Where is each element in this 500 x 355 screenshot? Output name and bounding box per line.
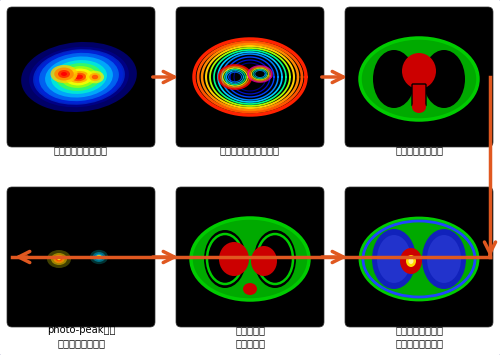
Ellipse shape bbox=[412, 101, 426, 113]
Text: photo-peak画像
心筋＋肝臓の抽出: photo-peak画像 心筋＋肝臓の抽出 bbox=[47, 325, 115, 348]
Ellipse shape bbox=[243, 283, 257, 295]
Ellipse shape bbox=[21, 42, 137, 112]
Ellipse shape bbox=[92, 252, 106, 262]
Ellipse shape bbox=[41, 54, 117, 100]
Ellipse shape bbox=[61, 66, 97, 88]
Ellipse shape bbox=[54, 255, 64, 263]
Ellipse shape bbox=[47, 250, 71, 268]
Text: 心筋＋肝臓
胸椎の貼付: 心筋＋肝臓 胸椎の貼付 bbox=[235, 325, 265, 348]
Ellipse shape bbox=[92, 75, 98, 79]
Ellipse shape bbox=[54, 67, 74, 81]
Ellipse shape bbox=[72, 73, 86, 81]
Ellipse shape bbox=[423, 50, 465, 108]
FancyBboxPatch shape bbox=[176, 187, 324, 327]
Ellipse shape bbox=[204, 230, 246, 288]
Ellipse shape bbox=[35, 50, 123, 104]
Ellipse shape bbox=[45, 56, 113, 98]
Ellipse shape bbox=[402, 53, 436, 89]
Ellipse shape bbox=[56, 257, 62, 261]
Ellipse shape bbox=[58, 258, 60, 260]
Ellipse shape bbox=[98, 256, 100, 258]
Ellipse shape bbox=[422, 229, 466, 289]
FancyBboxPatch shape bbox=[7, 7, 155, 147]
Ellipse shape bbox=[360, 38, 478, 120]
Ellipse shape bbox=[51, 253, 67, 265]
Ellipse shape bbox=[372, 229, 416, 289]
Ellipse shape bbox=[377, 235, 411, 283]
Ellipse shape bbox=[61, 72, 67, 76]
Ellipse shape bbox=[75, 75, 83, 80]
Ellipse shape bbox=[191, 218, 309, 300]
Text: モデル縦隔の貼付: モデル縦隔の貼付 bbox=[395, 145, 443, 155]
Ellipse shape bbox=[47, 58, 111, 96]
Ellipse shape bbox=[86, 71, 104, 83]
Ellipse shape bbox=[406, 255, 416, 267]
Ellipse shape bbox=[408, 258, 414, 264]
Ellipse shape bbox=[254, 230, 296, 288]
Ellipse shape bbox=[51, 60, 107, 94]
Ellipse shape bbox=[39, 53, 119, 101]
Ellipse shape bbox=[90, 250, 108, 264]
Ellipse shape bbox=[69, 71, 89, 83]
Ellipse shape bbox=[427, 235, 461, 283]
FancyBboxPatch shape bbox=[412, 84, 426, 106]
Ellipse shape bbox=[29, 47, 129, 107]
Ellipse shape bbox=[219, 242, 249, 276]
Ellipse shape bbox=[96, 255, 102, 259]
FancyBboxPatch shape bbox=[345, 187, 493, 327]
Ellipse shape bbox=[65, 69, 93, 86]
Ellipse shape bbox=[50, 65, 78, 83]
FancyBboxPatch shape bbox=[345, 7, 493, 147]
Ellipse shape bbox=[89, 73, 101, 81]
Ellipse shape bbox=[33, 49, 125, 105]
Text: 各部位に減弱係数
の割付＋ボケ関数: 各部位に減弱係数 の割付＋ボケ関数 bbox=[395, 325, 443, 348]
Ellipse shape bbox=[56, 63, 102, 91]
Ellipse shape bbox=[360, 218, 478, 300]
Ellipse shape bbox=[400, 248, 422, 274]
Text: 体輪郭・肺外縁の抽出: 体輪郭・肺外縁の抽出 bbox=[220, 145, 280, 155]
Ellipse shape bbox=[251, 246, 277, 276]
FancyBboxPatch shape bbox=[176, 7, 324, 147]
Ellipse shape bbox=[95, 254, 103, 260]
FancyBboxPatch shape bbox=[7, 187, 155, 327]
Ellipse shape bbox=[58, 70, 70, 78]
Text: コンプトン散乱画像: コンプトン散乱画像 bbox=[54, 145, 108, 155]
Ellipse shape bbox=[373, 50, 415, 108]
